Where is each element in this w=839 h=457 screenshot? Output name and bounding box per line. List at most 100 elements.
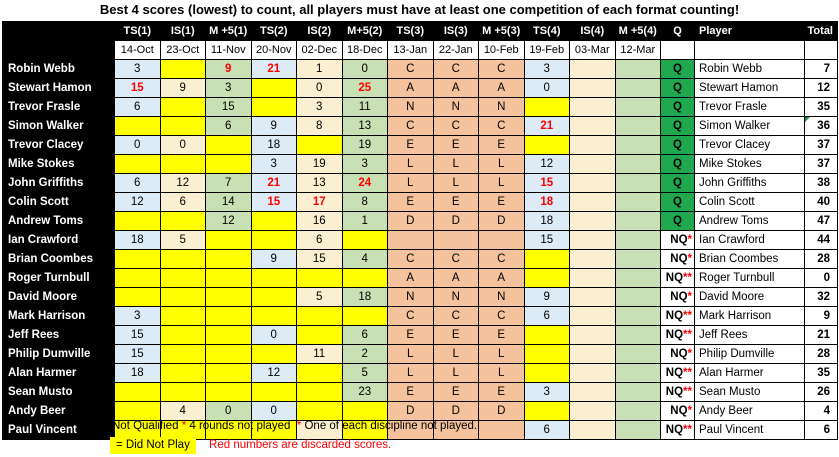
- score-cell[interactable]: [569, 97, 616, 117]
- score-cell[interactable]: [614, 211, 661, 231]
- score-cell[interactable]: C: [432, 116, 479, 136]
- score-cell[interactable]: [523, 135, 570, 155]
- score-cell[interactable]: [296, 401, 343, 421]
- score-cell[interactable]: 0: [205, 401, 252, 421]
- not-qualified-status-cell[interactable]: NQ*: [660, 344, 695, 364]
- score-cell[interactable]: [159, 59, 206, 79]
- qualified-status-cell[interactable]: Q: [660, 78, 695, 98]
- player-name-cell[interactable]: Trevor Clacey: [694, 135, 805, 155]
- score-cell[interactable]: [614, 401, 661, 421]
- score-cell[interactable]: N: [432, 97, 479, 117]
- score-cell[interactable]: E: [432, 192, 479, 212]
- score-cell[interactable]: 18: [114, 363, 161, 383]
- column-header[interactable]: IS(4): [569, 21, 616, 41]
- score-cell[interactable]: [159, 249, 206, 269]
- score-cell[interactable]: L: [387, 173, 434, 193]
- score-cell[interactable]: [114, 116, 161, 136]
- not-qualified-status-cell[interactable]: NQ*: [660, 401, 695, 421]
- player-name-cell[interactable]: Philip Dumville: [694, 344, 805, 364]
- score-cell[interactable]: [159, 116, 206, 136]
- score-cell[interactable]: [205, 268, 252, 288]
- score-cell[interactable]: [205, 382, 252, 402]
- score-cell[interactable]: D: [432, 401, 479, 421]
- score-cell[interactable]: L: [387, 363, 434, 383]
- score-cell[interactable]: 18: [114, 230, 161, 250]
- score-cell[interactable]: [341, 268, 388, 288]
- score-cell[interactable]: 5: [159, 230, 206, 250]
- score-cell[interactable]: [569, 249, 616, 269]
- score-cell[interactable]: 3: [114, 59, 161, 79]
- score-cell[interactable]: 6: [523, 420, 570, 440]
- score-cell[interactable]: L: [432, 173, 479, 193]
- score-cell[interactable]: C: [432, 59, 479, 79]
- score-cell[interactable]: [614, 287, 661, 307]
- score-cell[interactable]: 8: [296, 116, 343, 136]
- score-cell[interactable]: 5: [296, 287, 343, 307]
- column-date[interactable]: 22-Jan: [432, 40, 479, 60]
- score-cell[interactable]: 3: [296, 97, 343, 117]
- score-cell[interactable]: C: [432, 306, 479, 326]
- score-cell[interactable]: [250, 268, 297, 288]
- player-name-cell[interactable]: Trevor Frasle: [694, 97, 805, 117]
- qualified-status-cell[interactable]: Q: [660, 116, 695, 136]
- score-cell[interactable]: [341, 230, 388, 250]
- score-cell[interactable]: [250, 287, 297, 307]
- score-cell[interactable]: [250, 211, 297, 231]
- score-cell[interactable]: [114, 154, 161, 174]
- score-cell[interactable]: [296, 382, 343, 402]
- qualified-status-cell[interactable]: Q: [660, 211, 695, 231]
- score-cell[interactable]: 1: [296, 59, 343, 79]
- score-cell[interactable]: N: [478, 287, 525, 307]
- score-cell[interactable]: [569, 173, 616, 193]
- score-cell[interactable]: [159, 344, 206, 364]
- score-cell[interactable]: L: [387, 344, 434, 364]
- score-cell[interactable]: L: [478, 344, 525, 364]
- total-cell[interactable]: 32: [804, 287, 838, 307]
- score-cell[interactable]: [614, 420, 661, 440]
- not-qualified-status-cell[interactable]: NQ**: [660, 420, 695, 440]
- total-cell[interactable]: 40: [804, 192, 838, 212]
- score-cell[interactable]: L: [432, 363, 479, 383]
- not-qualified-status-cell[interactable]: NQ*: [660, 287, 695, 307]
- player-name-cell[interactable]: John Griffiths: [694, 173, 805, 193]
- score-cell[interactable]: [114, 382, 161, 402]
- total-cell[interactable]: 7: [804, 59, 838, 79]
- player-name-cell[interactable]: Brian Coombes: [694, 249, 805, 269]
- score-cell[interactable]: [478, 230, 525, 250]
- score-cell[interactable]: [159, 325, 206, 345]
- score-cell[interactable]: 21: [250, 173, 297, 193]
- score-cell[interactable]: [159, 287, 206, 307]
- score-cell[interactable]: [569, 230, 616, 250]
- total-cell[interactable]: 28: [804, 249, 838, 269]
- score-cell[interactable]: [523, 401, 570, 421]
- score-cell[interactable]: 3: [205, 78, 252, 98]
- score-cell[interactable]: 0: [341, 59, 388, 79]
- score-cell[interactable]: [523, 249, 570, 269]
- score-cell[interactable]: 2: [341, 344, 388, 364]
- score-cell[interactable]: C: [387, 249, 434, 269]
- not-qualified-status-cell[interactable]: NQ**: [660, 363, 695, 383]
- column-date[interactable]: 13-Jan: [387, 40, 434, 60]
- score-cell[interactable]: 21: [250, 59, 297, 79]
- score-cell[interactable]: 0: [114, 135, 161, 155]
- score-cell[interactable]: 19: [296, 154, 343, 174]
- score-cell[interactable]: 9: [159, 78, 206, 98]
- score-cell[interactable]: [114, 287, 161, 307]
- score-cell[interactable]: C: [387, 116, 434, 136]
- score-cell[interactable]: [569, 211, 616, 231]
- score-cell[interactable]: [205, 230, 252, 250]
- score-cell[interactable]: [296, 306, 343, 326]
- score-cell[interactable]: [523, 268, 570, 288]
- player-name-cell[interactable]: Andrew Toms: [694, 211, 805, 231]
- score-cell[interactable]: [569, 192, 616, 212]
- qualified-status-cell[interactable]: Q: [660, 192, 695, 212]
- total-cell[interactable]: 47: [804, 211, 838, 231]
- column-date[interactable]: 11-Nov: [205, 40, 252, 60]
- score-cell[interactable]: 9: [250, 249, 297, 269]
- score-cell[interactable]: [159, 382, 206, 402]
- score-cell[interactable]: [569, 363, 616, 383]
- score-cell[interactable]: 15: [296, 249, 343, 269]
- score-cell[interactable]: [523, 363, 570, 383]
- score-cell[interactable]: 9: [523, 287, 570, 307]
- score-cell[interactable]: [614, 135, 661, 155]
